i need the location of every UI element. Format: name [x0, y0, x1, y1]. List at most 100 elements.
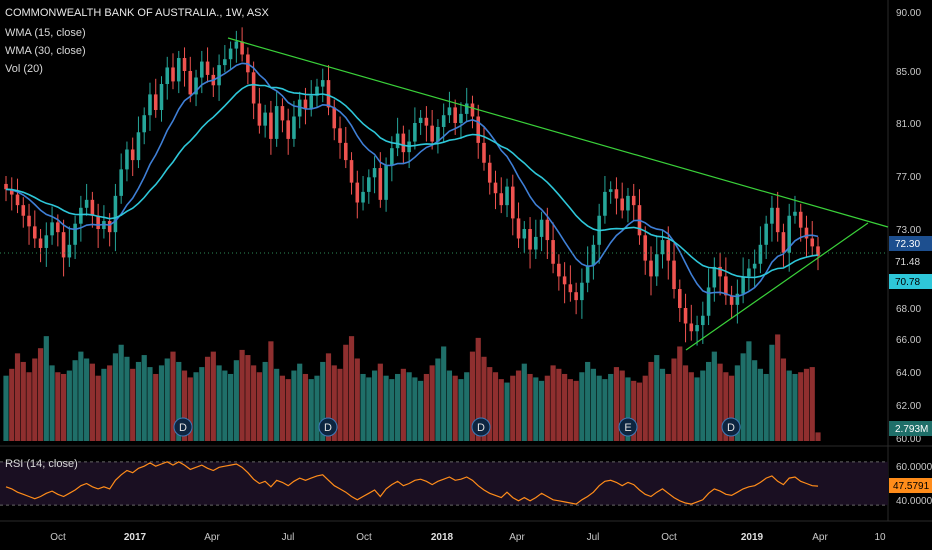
- dividend-marker[interactable]: D: [318, 417, 338, 437]
- price-tick-label: 60.00: [896, 434, 921, 445]
- volume-bar: [475, 337, 481, 441]
- candle-body: [729, 295, 734, 305]
- volume-bar: [458, 379, 464, 441]
- volume-bar: [740, 353, 746, 441]
- candle-body: [608, 189, 613, 192]
- candle-body: [223, 59, 227, 66]
- candle-body: [562, 276, 567, 285]
- time-tick-label: 2019: [741, 532, 764, 543]
- candle-body: [787, 215, 791, 253]
- candle-body: [136, 132, 141, 161]
- candle-body: [372, 168, 377, 178]
- volume-bar: [170, 351, 176, 441]
- volume-bar: [682, 365, 689, 441]
- dividend-marker[interactable]: E: [618, 417, 638, 437]
- legend-wma30[interactable]: WMA (30, close): [5, 45, 86, 57]
- candle-body: [79, 207, 83, 224]
- legend-volume[interactable]: Vol (20): [5, 63, 43, 75]
- candle-body: [499, 193, 504, 206]
- volume-bar: [147, 367, 153, 441]
- candle-body: [534, 236, 538, 250]
- volume-bar: [752, 360, 758, 441]
- candle-body: [522, 229, 527, 239]
- volume-bar: [671, 358, 677, 441]
- price-tick-label: 81.00: [896, 119, 921, 130]
- volume-bar: [199, 367, 205, 441]
- volume-bar: [418, 380, 424, 441]
- volume-bar: [112, 353, 119, 441]
- volume-bar: [562, 373, 568, 441]
- candle-body: [441, 115, 446, 127]
- volume-bar: [274, 368, 280, 441]
- volume-bar: [377, 363, 383, 441]
- candle-body: [770, 207, 774, 224]
- price-label-bg: [889, 236, 932, 251]
- volume-bar: [636, 382, 643, 441]
- candle-body: [545, 219, 550, 241]
- marker-letter: D: [477, 422, 485, 434]
- candle-body: [67, 244, 72, 258]
- candle-body: [436, 126, 440, 142]
- candle-body: [752, 263, 757, 269]
- candle-body: [574, 292, 578, 301]
- rsi-tick-label: 60.0000: [896, 462, 932, 473]
- candle-body: [9, 189, 14, 195]
- marker-letter: D: [179, 422, 187, 434]
- candle-body: [44, 235, 49, 248]
- volume-bar: [371, 370, 378, 441]
- candle-body: [505, 186, 509, 206]
- dividend-marker[interactable]: D: [173, 417, 193, 437]
- candle-body: [718, 266, 722, 277]
- candle-body: [326, 80, 331, 108]
- candle-body: [303, 99, 308, 109]
- volume-bar: [590, 368, 596, 441]
- volume-bar: [786, 370, 792, 441]
- candle-body: [240, 41, 244, 55]
- volume-bar: [348, 336, 355, 441]
- volume-bar: [446, 370, 453, 441]
- dividend-marker[interactable]: D: [721, 417, 741, 437]
- candle-body: [309, 95, 314, 109]
- volume-bar: [158, 365, 165, 441]
- legend-rsi[interactable]: RSI (14, close): [5, 458, 78, 470]
- volume-bar: [141, 355, 147, 441]
- volume-bar: [608, 373, 614, 441]
- candle-body: [384, 165, 388, 200]
- volume-bar: [803, 368, 810, 441]
- candle-body: [741, 276, 745, 294]
- time-tick-label: Jul: [282, 532, 295, 543]
- volume-bar: [798, 372, 804, 441]
- candle-body: [142, 115, 146, 133]
- legend-wma15[interactable]: WMA (15, close): [5, 27, 86, 39]
- time-tick-label: Oct: [356, 532, 372, 543]
- candle-body: [280, 106, 285, 121]
- volume-bar: [763, 373, 769, 441]
- time-tick-label: Apr: [812, 532, 828, 543]
- candle-body: [678, 289, 682, 308]
- volume-bar: [20, 361, 26, 441]
- time-tick-label: Oct: [50, 532, 66, 543]
- candle-body: [349, 160, 354, 183]
- candle-body: [165, 67, 170, 84]
- volume-bar: [360, 373, 366, 441]
- dividend-marker[interactable]: D: [471, 417, 491, 437]
- candle-body: [395, 133, 400, 149]
- volume-bar: [55, 372, 61, 441]
- volume-bar: [723, 372, 729, 441]
- candle-body: [361, 191, 365, 203]
- volume-bar: [101, 368, 107, 441]
- candle-body: [510, 186, 515, 219]
- candle-body: [649, 260, 653, 277]
- candle-body: [695, 325, 699, 332]
- candle-body: [367, 177, 371, 192]
- volume-bar: [769, 344, 775, 441]
- candle-body: [343, 142, 348, 161]
- volume-bar: [452, 375, 458, 441]
- volume-bar: [717, 363, 723, 441]
- candle-body: [148, 94, 152, 116]
- chart-title: COMMONWEALTH BANK OF AUSTRALIA., 1W, ASX: [5, 7, 269, 19]
- candle-body: [724, 276, 728, 296]
- volume-bar: [400, 368, 406, 441]
- candle-body: [539, 219, 544, 237]
